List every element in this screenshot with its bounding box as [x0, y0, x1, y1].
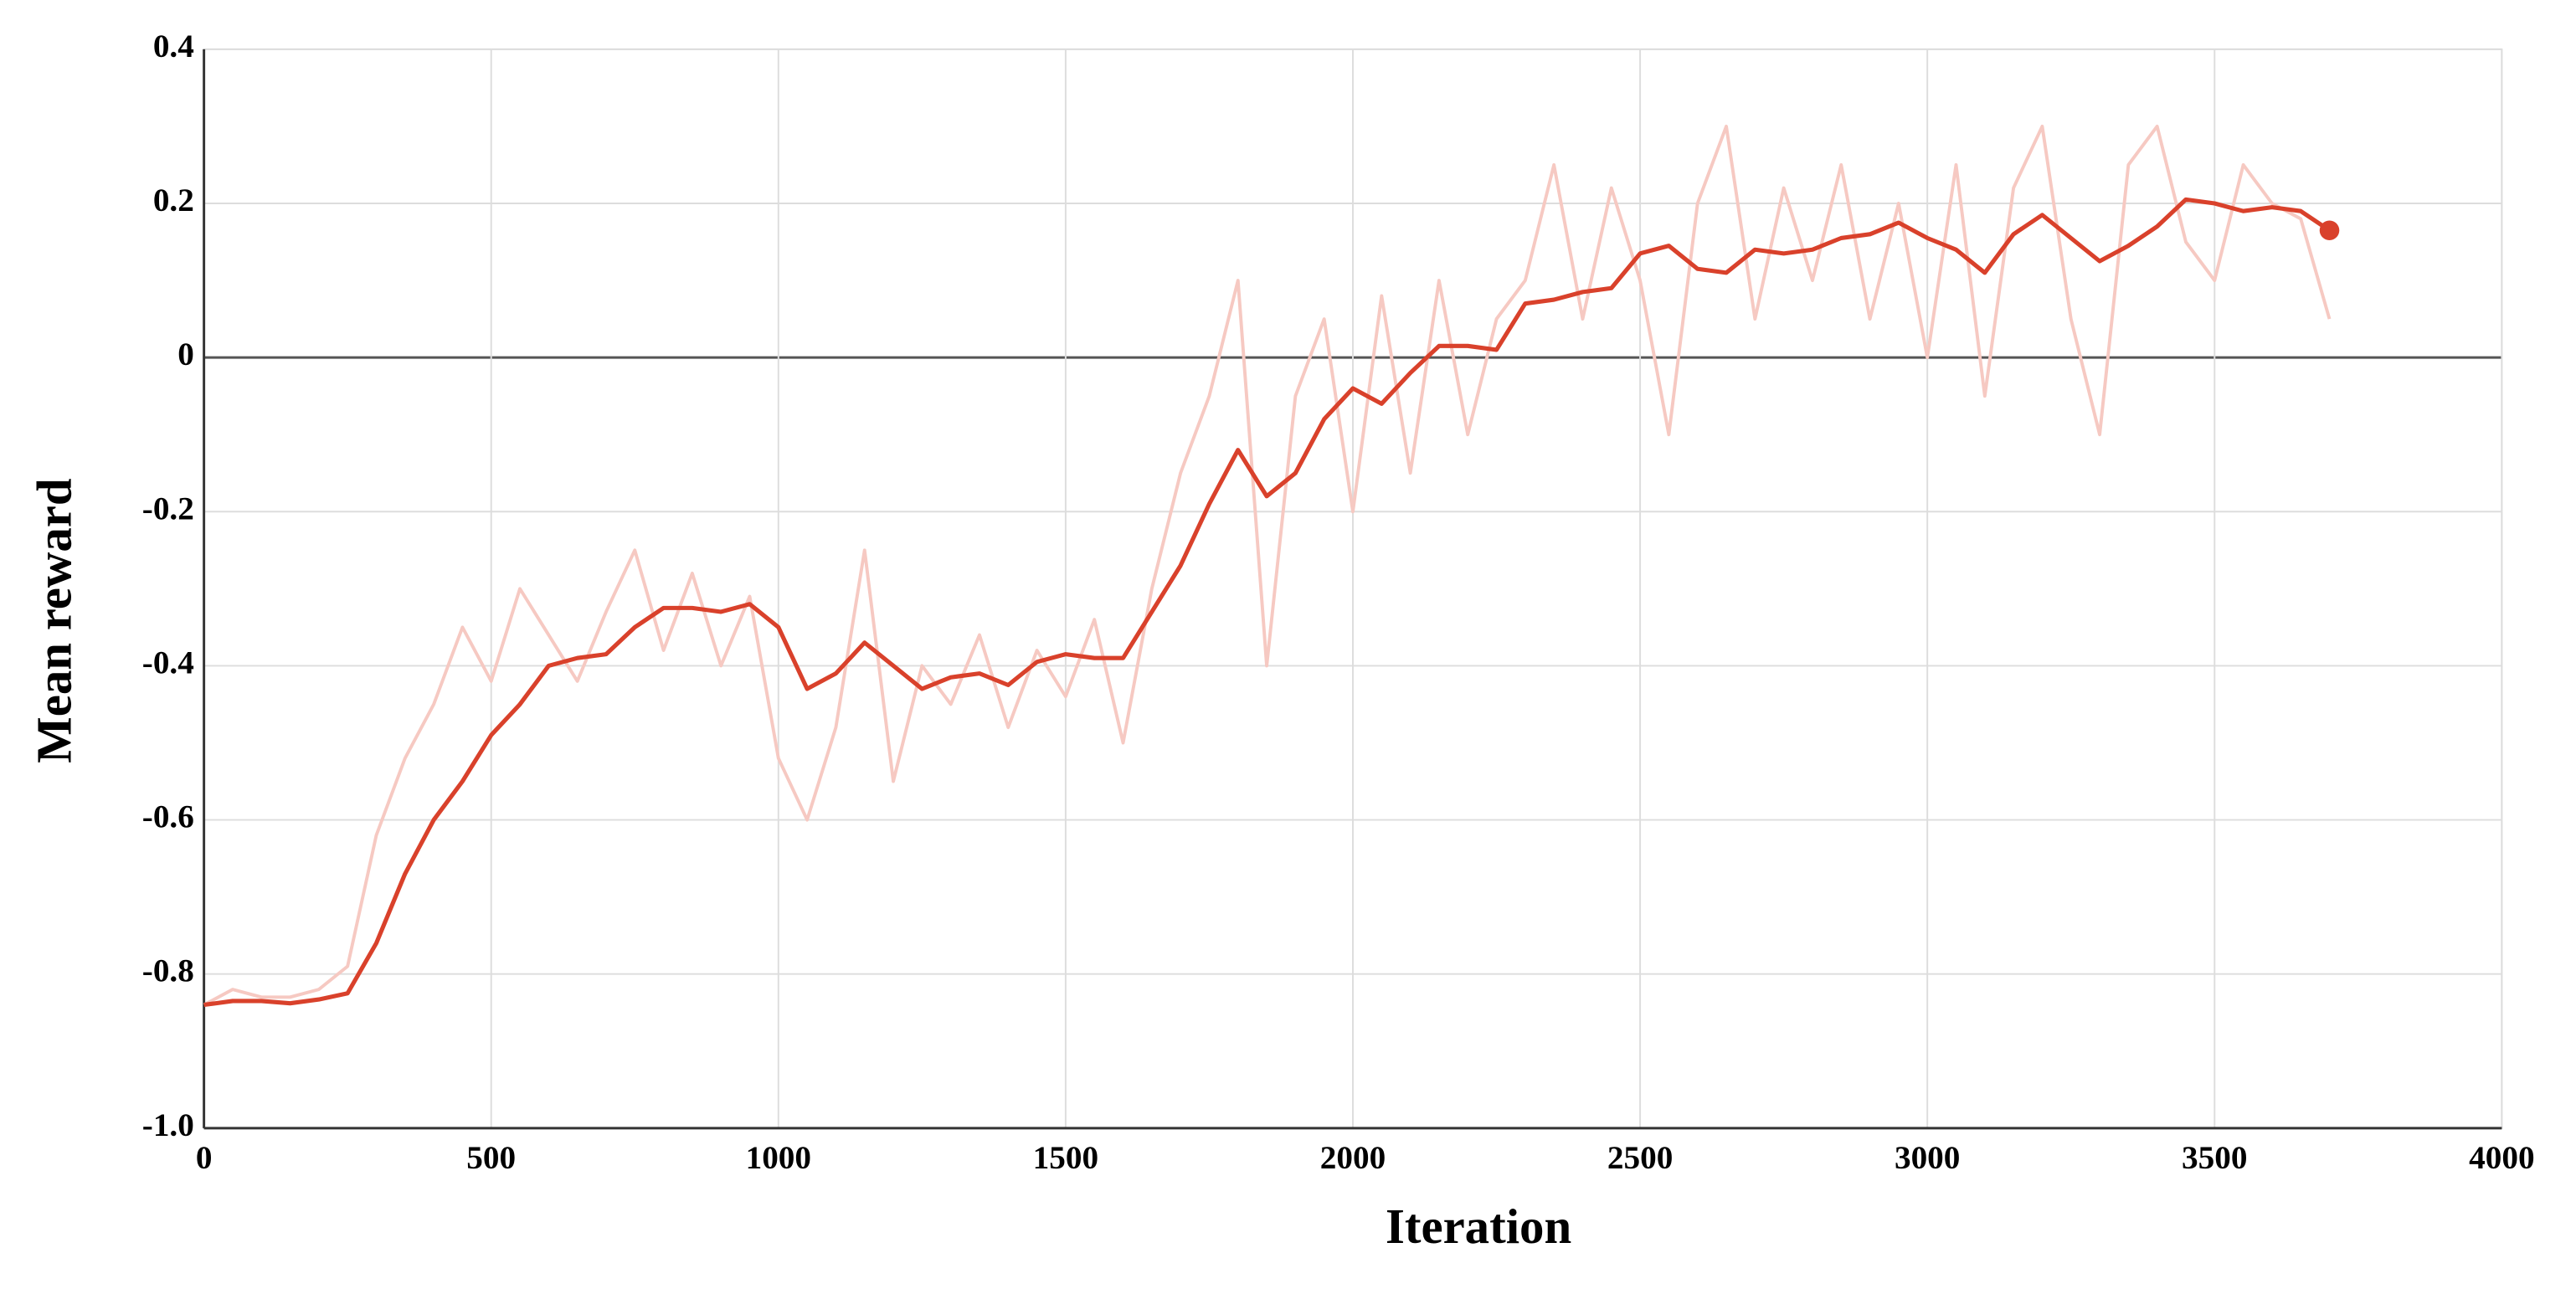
y-tick-label: -0.4 — [142, 644, 194, 680]
x-axis-label: Iteration — [1386, 1199, 1571, 1254]
x-tick-label: 3500 — [2182, 1140, 2247, 1176]
x-tick-label: 0 — [196, 1140, 213, 1176]
y-tick-label: 0.4 — [153, 28, 194, 64]
y-tick-label: 0 — [177, 336, 194, 372]
x-tick-label: 2500 — [1607, 1140, 1673, 1176]
y-tick-label: -0.6 — [142, 799, 194, 835]
series-line — [203, 197, 2331, 1008]
x-tick-label: 500 — [466, 1140, 516, 1176]
y-tick-label: 0.2 — [153, 182, 194, 218]
x-tick-label: 1500 — [1033, 1140, 1098, 1176]
x-tick-label: 2000 — [1320, 1140, 1386, 1176]
x-tick-label: 4000 — [2469, 1140, 2534, 1176]
y-axis-label: Mean reward — [27, 478, 81, 763]
series-line — [203, 124, 2332, 1007]
x-tick-label: 1000 — [746, 1140, 811, 1176]
y-tick-label: -0.8 — [142, 953, 194, 989]
y-tick-label: -0.2 — [142, 490, 194, 526]
y-tick-label: -1.0 — [142, 1107, 194, 1143]
end-marker — [2319, 220, 2340, 240]
x-tick-label: 3000 — [1895, 1140, 1960, 1176]
